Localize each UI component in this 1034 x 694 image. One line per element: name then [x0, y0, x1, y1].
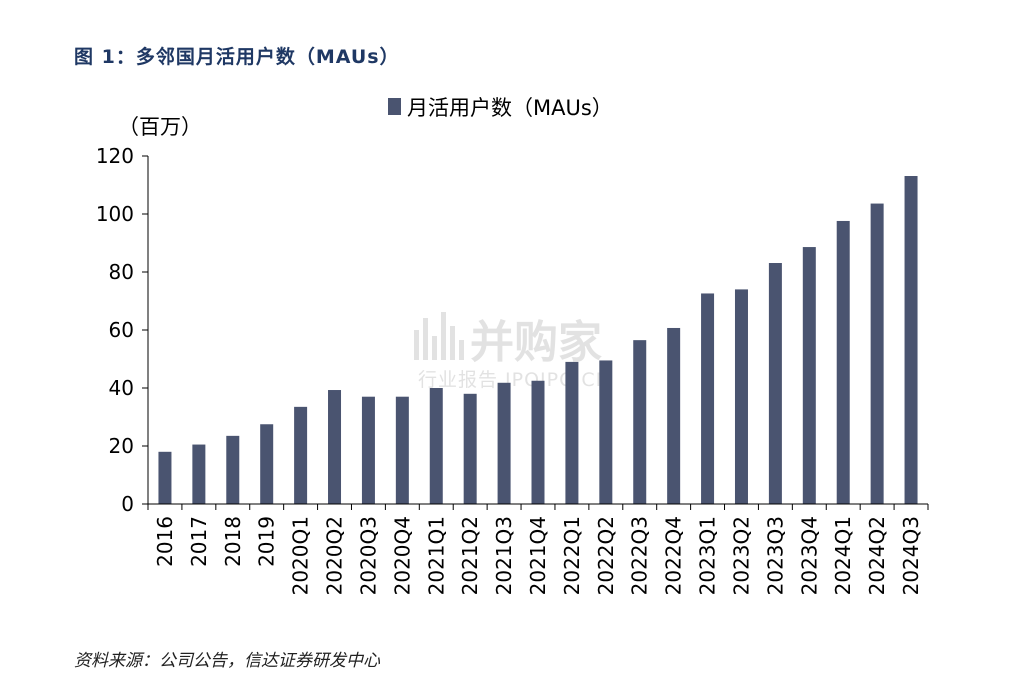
- x-tick-label: 2021Q2: [458, 516, 482, 595]
- x-tick-label: 2020Q1: [289, 516, 313, 595]
- watermark-sub: 行业报告 IPOIPO.CN: [418, 369, 611, 391]
- y-tick-label: 40: [109, 376, 134, 400]
- bar-2018: [226, 435, 240, 504]
- x-tick-label: 2020Q2: [323, 516, 347, 595]
- x-tick-label: 2023Q3: [763, 516, 787, 595]
- x-tick-label: 2022Q2: [594, 516, 618, 595]
- bar-2019: [260, 424, 274, 504]
- figure-title: 图 1：多邻国月活用户数（MAUs）: [74, 46, 400, 68]
- bar-2024Q2: [870, 203, 884, 504]
- bar-2021Q4: [531, 380, 545, 504]
- bar-2023Q1: [701, 293, 715, 504]
- source-note: 资料来源：公司公告，信达证券研发中心: [74, 651, 380, 671]
- x-tick-label: 2022Q4: [662, 516, 686, 595]
- bar-2024Q1: [836, 220, 850, 504]
- x-tick-label: 2023Q4: [797, 516, 821, 595]
- bar-2023Q4: [802, 247, 816, 504]
- x-tick-label: 2016: [153, 516, 177, 567]
- bar-2021Q2: [463, 393, 477, 504]
- x-tick-label: 2024Q3: [899, 516, 923, 595]
- bar-2023Q3: [768, 263, 782, 504]
- legend: 月活用户数（MAUs）: [388, 96, 613, 120]
- x-tick-label: 2023Q1: [696, 516, 720, 595]
- y-tick-label: 0: [121, 492, 134, 516]
- bar-2021Q3: [497, 382, 511, 504]
- x-tick-label: 2021Q4: [526, 516, 550, 595]
- bar-2021Q1: [429, 388, 443, 504]
- watermark: 并购家 行业报告 IPOIPO.CN: [414, 312, 611, 391]
- x-tick-label: 2020Q4: [390, 516, 414, 595]
- watermark-brand: 并购家: [470, 317, 602, 368]
- x-tick-label: 2022Q1: [560, 516, 584, 595]
- y-tick-label: 60: [109, 318, 134, 342]
- bar-2022Q1: [565, 361, 579, 504]
- watermark-logo-icon: [414, 312, 464, 360]
- y-tick-label: 20: [109, 434, 134, 458]
- legend-swatch: [388, 98, 401, 115]
- bar-2023Q2: [734, 289, 748, 504]
- x-tick-label: 2024Q2: [865, 516, 889, 595]
- bars: [158, 176, 918, 504]
- x-tick-label: 2020Q3: [356, 516, 380, 595]
- bar-2020Q2: [328, 390, 342, 504]
- x-tick-label: 2021Q3: [492, 516, 516, 595]
- bar-2022Q2: [599, 360, 613, 504]
- x-tick-label: 2018: [221, 516, 245, 567]
- bar-2022Q3: [633, 340, 647, 504]
- x-tick-label: 2021Q1: [424, 516, 448, 595]
- bar-2020Q4: [395, 396, 409, 504]
- x-tick-label: 2017: [187, 516, 211, 567]
- x-tick-label: 2023Q2: [729, 516, 753, 595]
- y-tick-label: 100: [96, 202, 134, 226]
- bar-2022Q4: [667, 327, 681, 504]
- y-tick-label: 120: [96, 144, 134, 168]
- x-axis: 2016 2017 2018 2019 2020Q1 2020Q2 2020Q3 2020Q4…: [147, 503, 929, 595]
- bar-2020Q3: [361, 396, 375, 504]
- y-tick-label: 80: [109, 260, 134, 284]
- bar-2024Q3: [904, 176, 918, 504]
- y-axis: 0 20 40 60 80 100 120: [96, 144, 149, 516]
- x-tick-label: 2022Q3: [628, 516, 652, 595]
- bar-2016: [158, 451, 172, 504]
- x-tick-label: 2019: [255, 516, 279, 567]
- legend-label: 月活用户数（MAUs）: [407, 96, 613, 120]
- y-unit-label: （百万）: [118, 115, 202, 139]
- bar-2020Q1: [294, 406, 308, 504]
- x-tick-label: 2024Q1: [831, 516, 855, 595]
- bar-2017: [192, 444, 206, 504]
